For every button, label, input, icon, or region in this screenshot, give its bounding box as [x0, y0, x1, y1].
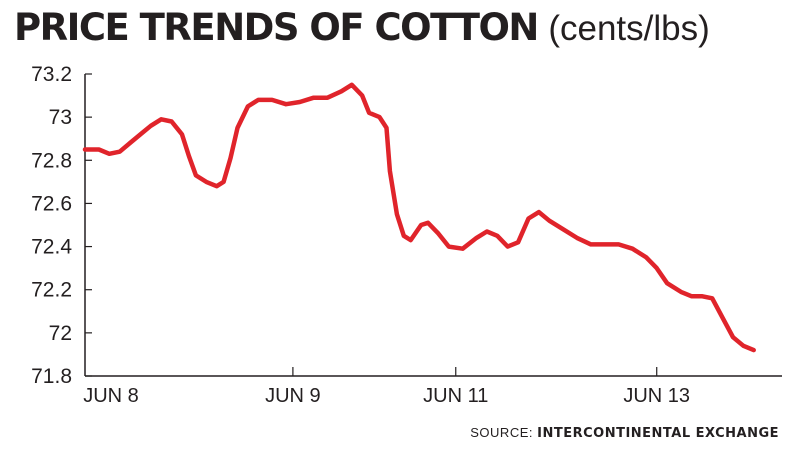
y-tick-label: 72.4: [31, 236, 72, 259]
y-tick-label: 72: [49, 322, 72, 345]
y-tick-label: 72.6: [31, 192, 72, 215]
x-axis: JUN 8 JUN 9 JUN 11 JUN 13: [83, 367, 782, 407]
y-tick-label: 73: [49, 106, 72, 129]
x-tick-label: JUN 9: [265, 385, 321, 407]
y-tick-label: 73.2: [31, 63, 72, 86]
chart-title: PRICE TRENDS OF COTTON (cents/lbs): [14, 6, 710, 49]
y-axis: 73.2 73 72.8 72.6 72.4 72.2 72 71.8: [31, 63, 92, 388]
y-tick-label: 72.2: [31, 279, 72, 302]
y-tick-label: 71.8: [31, 365, 72, 388]
price-series-line: [82, 82, 756, 353]
chart-title-main: PRICE TRENDS OF COTTON: [14, 6, 539, 49]
source-name: INTERCONTINENTAL EXCHANGE: [537, 426, 779, 441]
x-tick-label: JUN 13: [623, 385, 690, 407]
source-prefix: SOURCE:: [470, 425, 533, 440]
source-note: SOURCE: INTERCONTINENTAL EXCHANGE: [470, 425, 779, 441]
x-tick-label: JUN 11: [423, 385, 488, 407]
chart-title-unit: (cents/lbs): [548, 9, 710, 48]
series-layer: [82, 82, 756, 353]
x-tick-label: JUN 8: [83, 385, 139, 407]
y-tick-label: 72.8: [31, 149, 72, 172]
